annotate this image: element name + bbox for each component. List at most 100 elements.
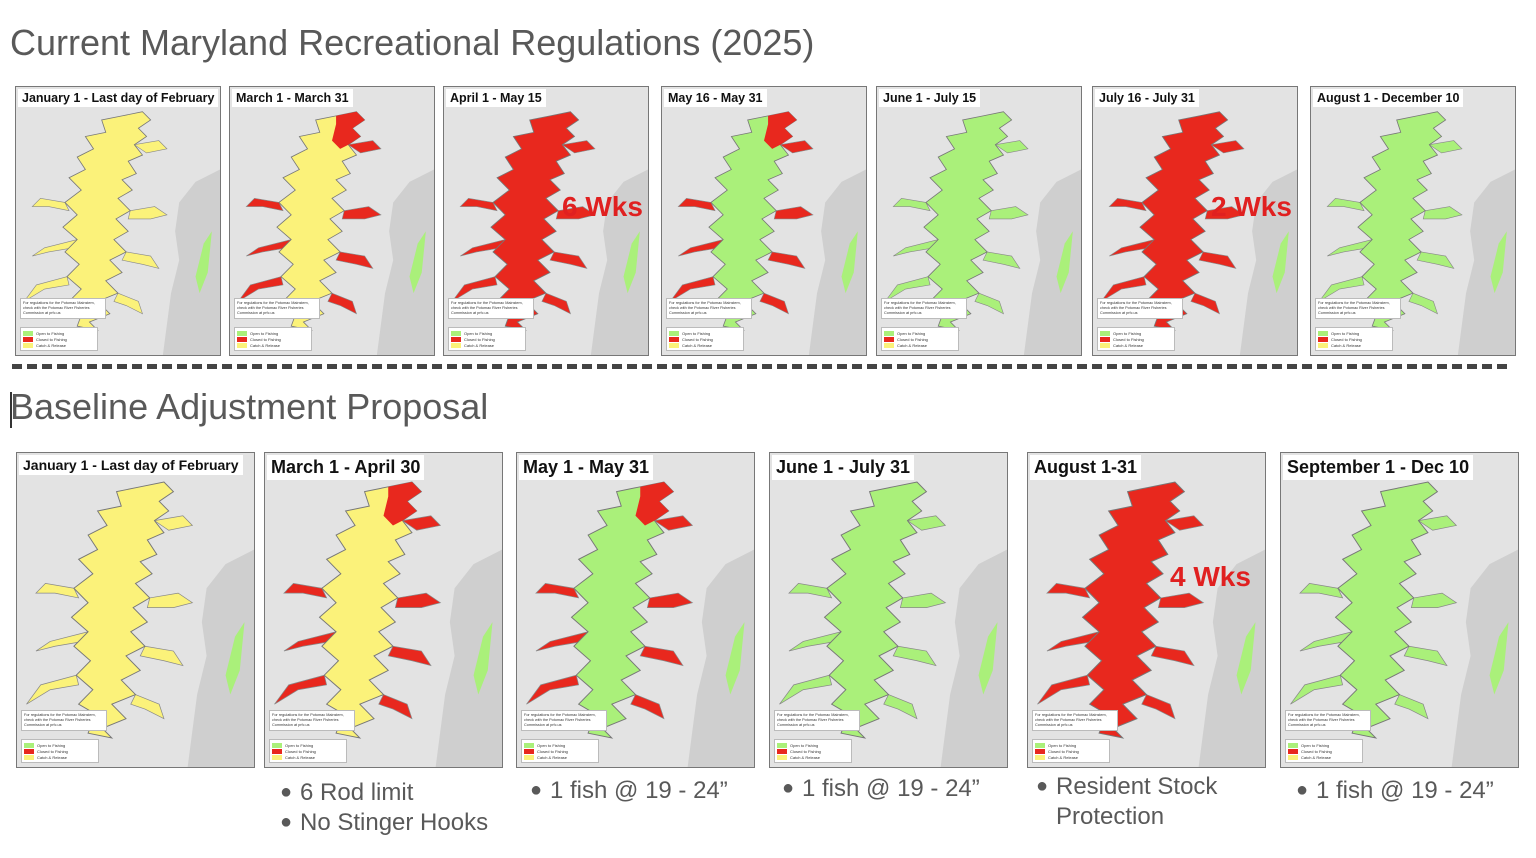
tributary <box>1416 251 1455 269</box>
period-label: March 1 - March 31 <box>232 89 353 107</box>
ocean-area <box>187 549 254 767</box>
tributary <box>561 140 596 154</box>
ocean-area <box>376 169 434 355</box>
legend-entry: Closed to Fishing <box>884 337 956 342</box>
legend-swatch <box>451 343 461 348</box>
legend-swatch <box>884 337 894 342</box>
tributary <box>121 251 160 269</box>
tributary <box>773 206 814 220</box>
legend-text: Catch & Release <box>285 755 316 760</box>
legend-entry: Open to Fishing <box>23 331 95 336</box>
legend-text: Catch & Release <box>250 343 281 348</box>
legend-swatch <box>777 743 787 748</box>
legend-swatch <box>24 749 34 754</box>
ocean-area <box>1457 169 1515 355</box>
tributary <box>1422 206 1463 220</box>
tributary <box>1417 515 1458 531</box>
potomac-note: For regulations for the Potomac Mainstem… <box>21 710 107 731</box>
legend-entry: Open to Fishing <box>1318 331 1390 336</box>
legend-swatch <box>272 743 282 748</box>
map-legend: Open to Fishing Closed to Fishing Catch & … <box>20 327 98 351</box>
tributary <box>1318 276 1365 302</box>
tributary <box>237 276 284 302</box>
tributary <box>892 197 931 212</box>
tributary <box>394 592 442 608</box>
closure-weeks-label: 4 Wks <box>1170 561 1251 592</box>
legend-entry: Open to Fishing <box>451 331 523 336</box>
legend-text: Closed to Fishing <box>1048 749 1079 754</box>
map-legend: Open to Fishing Closed to Fishing Catch & … <box>1032 739 1110 763</box>
ocean-area <box>1023 169 1081 355</box>
legend-text: Closed to Fishing <box>897 337 928 342</box>
legend-text: Closed to Fishing <box>36 337 67 342</box>
bullet-text: 1 fish @ 19 - 24” <box>802 775 980 802</box>
proposal-map-panel: January 1 - Last day of February For regu… <box>16 452 255 768</box>
legend-text: Open to Fishing <box>1113 331 1142 336</box>
period-label: July 16 - July 31 <box>1095 89 1199 107</box>
bay-mainstem <box>923 111 1013 331</box>
ocean-area <box>435 549 502 767</box>
bay-map <box>770 453 1007 767</box>
legend-text: Closed to Fishing <box>790 749 821 754</box>
tributary <box>653 515 694 531</box>
legend-swatch <box>777 755 787 760</box>
legend-entry: Open to Fishing <box>24 743 96 748</box>
ocean-area <box>590 169 648 355</box>
period-label: September 1 - Dec 10 <box>1283 455 1474 480</box>
tributary <box>327 292 358 315</box>
legend-text: Open to Fishing <box>682 331 711 336</box>
tributary <box>788 583 833 599</box>
legend-entry: Catch & Release <box>884 343 956 348</box>
bullet-text: 1 fish @ 19 - 24” <box>1316 777 1494 804</box>
legend-entry: Catch & Release <box>1288 755 1360 760</box>
bay-mainstem <box>276 111 366 331</box>
map-legend: Open to Fishing Closed to Fishing Catch & … <box>448 327 526 351</box>
current-map-panel: May 16 - May 31 For regulations for the P… <box>661 86 867 356</box>
legend-swatch <box>451 337 461 342</box>
legend-swatch <box>23 331 33 336</box>
legend-swatch <box>524 755 534 760</box>
legend-entry: Open to Fishing <box>884 331 956 336</box>
legend-text: Open to Fishing <box>37 743 66 748</box>
map-legend: Open to Fishing Closed to Fishing Catch & … <box>1315 327 1393 351</box>
coastal-bays <box>1056 231 1073 294</box>
current-map-panel: August 1 - December 10 For regulations fo… <box>1310 86 1516 356</box>
tributary <box>274 674 328 705</box>
period-label: January 1 - Last day of February <box>19 455 243 475</box>
legend-swatch <box>1035 743 1045 748</box>
tributary <box>127 206 168 220</box>
tributary <box>31 197 70 212</box>
legend-text: Open to Fishing <box>897 331 926 336</box>
potomac-note: For regulations for the Potomac Mainstem… <box>448 298 534 319</box>
bullet-text: No Stinger Hooks <box>300 809 489 836</box>
legend-entry: Closed to Fishing <box>24 749 96 754</box>
legend-swatch <box>1288 743 1298 748</box>
proposal-title: Baseline Adjustment Proposal <box>10 386 489 427</box>
bullet-text: Resident Stock Protection <box>1056 773 1218 830</box>
legend-text: Catch & Release <box>1048 755 1079 760</box>
potomac-note: For regulations for the Potomac Mainstem… <box>1315 298 1401 319</box>
legend-text: Closed to Fishing <box>1113 337 1144 342</box>
tributary <box>669 276 716 302</box>
tributary <box>884 276 931 302</box>
map-legend: Open to Fishing Closed to Fishing Catch & … <box>774 739 852 763</box>
tributary <box>1141 694 1176 720</box>
upper-bay-closed <box>635 481 674 526</box>
legend-text: Catch & Release <box>37 755 68 760</box>
coastal-bays <box>195 231 212 294</box>
tributary <box>899 592 947 608</box>
period-label: August 1 - December 10 <box>1313 89 1464 107</box>
potomac-note: For regulations for the Potomac Mainstem… <box>881 298 967 319</box>
legend-swatch <box>24 743 34 748</box>
bullets-august: ● Resident Stock Protection <box>1036 772 1246 832</box>
closure-weeks-label: 2 Wks <box>1211 191 1292 222</box>
period-label: January 1 - Last day of February <box>18 89 219 107</box>
ocean-area <box>1198 549 1265 767</box>
legend-swatch <box>23 343 33 348</box>
legend-swatch <box>451 331 461 336</box>
section-divider <box>12 364 1507 369</box>
period-label: April 1 - May 15 <box>446 89 546 107</box>
tributary <box>139 645 184 667</box>
legend-swatch <box>24 755 34 760</box>
bullet-text: 1 fish @ 19 - 24” <box>550 777 728 804</box>
